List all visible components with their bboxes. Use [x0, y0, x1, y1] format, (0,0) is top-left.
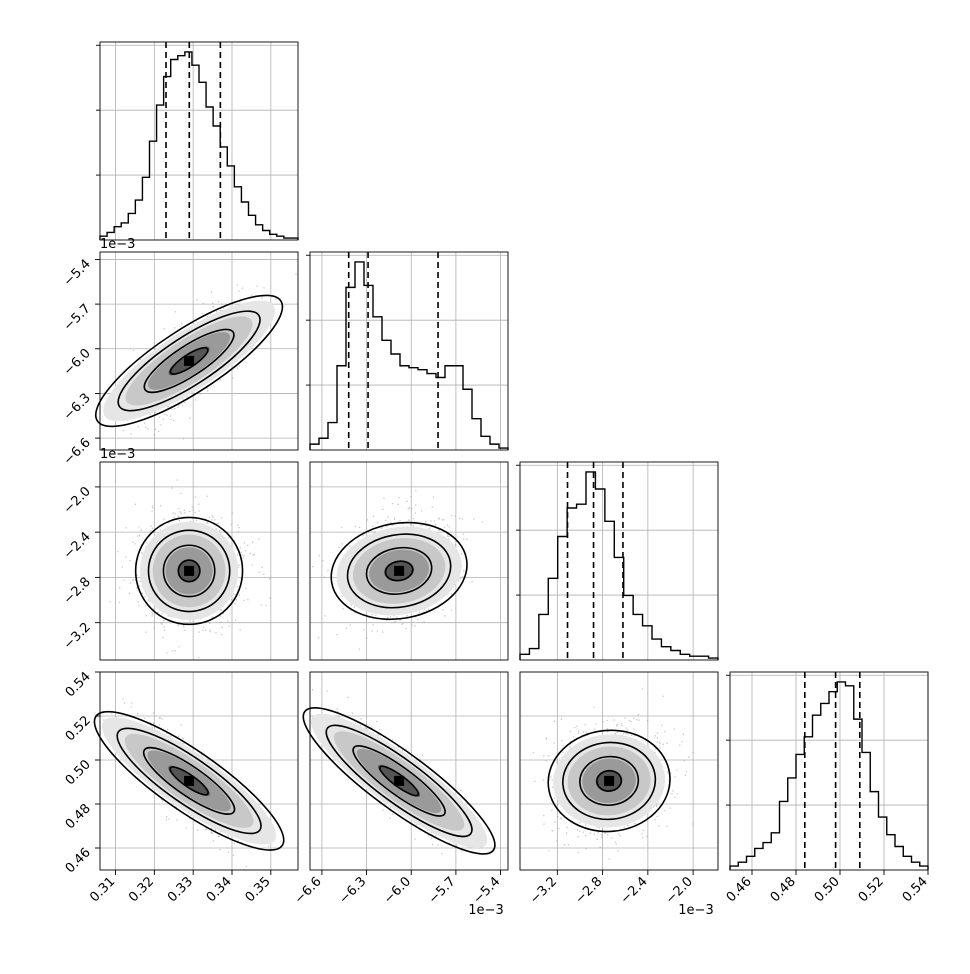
density-peak: [394, 775, 405, 786]
axes-frame: [309, 251, 509, 451]
panel-2-0: [99, 461, 299, 661]
y-tick-label: 0.50: [63, 757, 94, 788]
contour-line: [169, 347, 209, 375]
axes-frame: [519, 671, 719, 871]
contour-line: [116, 727, 262, 835]
x-tick-label: 0.52: [856, 874, 887, 905]
y-tick-label: −2.4: [61, 529, 94, 562]
x-tick-label: −6.0: [381, 874, 414, 907]
contour-line: [352, 745, 446, 817]
hist-panel-0: [96, 41, 299, 241]
density-peak: [184, 775, 195, 786]
hist-panel-2: [516, 461, 719, 661]
density-peak: [604, 775, 615, 786]
y-tick-label: −6.3: [61, 391, 94, 424]
y-offset-label: 1e−3: [100, 237, 135, 252]
y-tick-label: 0.54: [63, 669, 94, 700]
axes-frame: [309, 461, 509, 661]
x-tick-label: 0.31: [87, 874, 118, 905]
x-tick-label: 0.50: [812, 874, 843, 905]
axes-frame: [729, 671, 929, 871]
x-tick-label: −5.7: [426, 874, 459, 907]
x-offset-label: 1e−3: [468, 903, 503, 918]
contour-line: [302, 707, 496, 855]
contour-line: [365, 546, 433, 595]
axes-frame: [99, 671, 299, 871]
y-tick-label: −5.7: [61, 301, 94, 334]
density-peak: [184, 355, 195, 366]
x-tick-label: −2.8: [572, 874, 605, 907]
histogram-step: [99, 51, 299, 240]
contour-line: [134, 516, 244, 626]
hist-panel-1: [306, 251, 509, 451]
contour-line: [384, 560, 414, 582]
contour-line: [346, 533, 452, 609]
y-tick-label: −2.0: [61, 484, 94, 517]
contour-line: [147, 529, 231, 613]
x-tick-label: 0.35: [243, 874, 274, 905]
y-offset-label: 1e−3: [100, 447, 135, 462]
x-tick-label: 0.32: [126, 874, 157, 905]
x-tick-label: −6.3: [336, 874, 369, 907]
contour-line: [142, 746, 236, 815]
contour-line: [579, 755, 640, 806]
y-tick-label: 0.46: [63, 845, 94, 876]
contour-line: [162, 544, 216, 598]
axes-frame: [519, 461, 719, 661]
y-tick-label: −5.4: [61, 257, 94, 290]
y-tick-label: −6.0: [61, 346, 94, 379]
hist-panel-3: [726, 671, 929, 871]
y-tick-label: 0.48: [63, 801, 94, 832]
y-tick-label: −2.8: [61, 575, 94, 608]
x-tick-label: −3.2: [527, 874, 560, 907]
contour-line: [94, 294, 284, 428]
y-tick-label: −3.2: [61, 620, 94, 653]
contour-line: [143, 328, 235, 394]
contour-line: [547, 729, 671, 833]
contour-line: [330, 521, 468, 621]
y-tick-label: 0.52: [63, 713, 94, 744]
axes-frame: [99, 251, 299, 451]
contour-line: [596, 769, 623, 792]
x-tick-label: −2.4: [618, 874, 651, 907]
contour-line: [325, 724, 473, 838]
panel-3-1: [302, 671, 509, 871]
axes-frame: [99, 41, 299, 241]
density-peak: [184, 565, 195, 576]
x-tick-label: −6.6: [292, 874, 325, 907]
x-tick-label: 0.46: [724, 874, 755, 905]
x-tick-label: 0.33: [165, 874, 196, 905]
density-peak: [394, 565, 405, 576]
axes-frame: [309, 671, 509, 871]
contour-line: [117, 310, 261, 412]
panel-1-0: [94, 251, 299, 451]
x-tick-label: 0.48: [768, 874, 799, 905]
x-tick-label: 0.54: [900, 874, 931, 905]
panel-3-0: [93, 671, 299, 871]
contour-line: [562, 741, 657, 821]
histogram-step: [729, 681, 929, 870]
histogram-step: [519, 471, 719, 660]
y-tick-label: −6.6: [61, 435, 94, 468]
contour-line: [177, 559, 201, 583]
x-offset-label: 1e−3: [678, 903, 713, 918]
x-tick-label: 0.34: [204, 874, 235, 905]
panel-3-2: [519, 671, 719, 871]
histogram-step: [309, 261, 509, 450]
axes-frame: [99, 461, 299, 661]
panel-2-1: [309, 461, 509, 661]
